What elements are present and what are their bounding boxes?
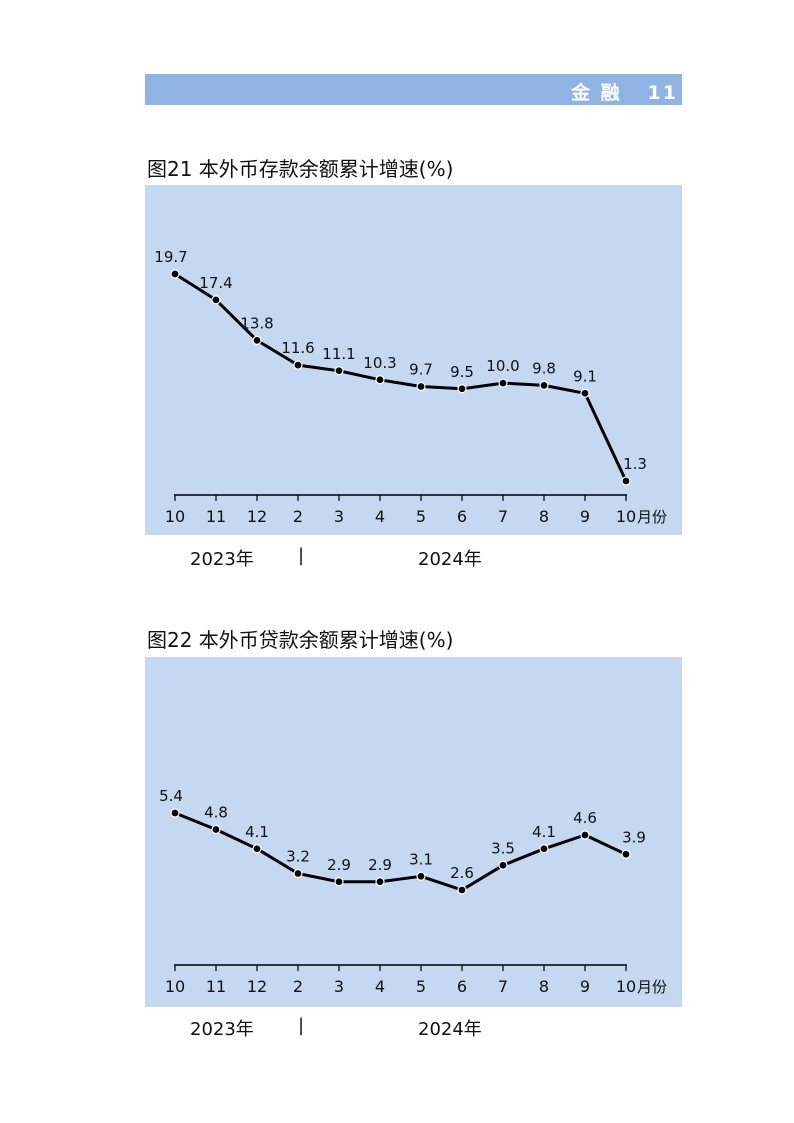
chart-2-data-label-4: 2.9 bbox=[327, 856, 351, 874]
chart-2-data-label-3: 3.2 bbox=[286, 848, 310, 866]
chart-1-year-separator: | bbox=[298, 545, 305, 566]
chart-1-x-tick-label-0: 10 bbox=[165, 507, 185, 526]
chart-1-data-point-6 bbox=[416, 381, 426, 392]
chart-1-data-label-5: 10.3 bbox=[363, 354, 396, 372]
chart-2-year-label-2024: 2024年 bbox=[418, 1019, 482, 1040]
chart-2-x-tick-label-7: 6 bbox=[457, 977, 467, 996]
chart-2-data-label-1: 4.8 bbox=[204, 804, 228, 822]
chart-1-data-label-4: 11.1 bbox=[322, 345, 355, 363]
chart-1-data-point-8 bbox=[498, 378, 508, 388]
chart-1-x-tick-label-9: 8 bbox=[539, 507, 549, 526]
chart-2-data-point-8 bbox=[498, 860, 508, 870]
chart-1-data-label-8: 10.0 bbox=[486, 357, 519, 375]
header-section-title: 金 融 11 bbox=[571, 78, 678, 105]
header-bar: 金 融 11 bbox=[145, 74, 682, 105]
chart-1-x-tick-label-3: 2 bbox=[293, 507, 303, 526]
chart-1-x-tick-label-4: 3 bbox=[334, 507, 344, 526]
chart-2-x-tick-label-5: 4 bbox=[375, 977, 385, 996]
chart-1-data-label-6: 9.7 bbox=[409, 361, 433, 379]
chart-2-data-point-7 bbox=[457, 885, 467, 895]
chart-2-x-tick-label-6: 5 bbox=[416, 977, 426, 996]
chart-1-data-label-10: 9.1 bbox=[573, 367, 597, 385]
chart-1-data-point-2 bbox=[252, 335, 262, 345]
chart-1-x-tick-label-6: 5 bbox=[416, 507, 426, 526]
chart-2-data-label-0: 5.4 bbox=[159, 787, 183, 805]
chart-2-data-label-10: 4.6 bbox=[573, 809, 597, 827]
chart-2-data-label-2: 4.1 bbox=[245, 823, 269, 841]
chart-1-data-label-9: 9.8 bbox=[532, 359, 556, 377]
chart-1-data-point-1 bbox=[211, 295, 221, 305]
chart-1-x-unit-label: 月份 bbox=[637, 508, 667, 526]
chart-2-svg: 10 11 12 2 3 4 5 6 7 8 9 10 月份5.44.84.13.2 2.9 2.9 3.12… bbox=[159, 787, 667, 996]
chart-2-series-line bbox=[174, 811, 627, 892]
chart-1-data-point-10 bbox=[580, 388, 590, 398]
chart-1-data-label-0: 19.7 bbox=[154, 248, 187, 266]
chart-2-data-point-6 bbox=[416, 871, 426, 881]
chart-1-x-tick-label-11: 10 bbox=[616, 507, 636, 526]
chart-2-data-label-5: 2.9 bbox=[368, 856, 392, 874]
chart-1-x-tick-label-2: 12 bbox=[247, 507, 267, 526]
chart-2-x-tick-label-0: 10 bbox=[165, 977, 185, 996]
chart-1-data-point-11 bbox=[621, 476, 631, 486]
header-page-number: 11 bbox=[647, 82, 678, 104]
chart-1-x-tick-label-10: 9 bbox=[580, 507, 590, 526]
chart-2-data-point-1 bbox=[211, 824, 221, 835]
chart-1-title: 图21 本外币存款余额累计增速(%) bbox=[147, 157, 454, 181]
chart-2-year-separator: | bbox=[298, 1015, 305, 1036]
chart-2-title: 图22 本外币贷款余额累计增速(%) bbox=[147, 628, 454, 652]
chart-2-x-tick-label-9: 8 bbox=[539, 977, 549, 996]
chart-1-data-point-7 bbox=[457, 384, 467, 394]
chart-2-data-label-9: 4.1 bbox=[532, 823, 556, 841]
chart-2-data-point-10 bbox=[580, 830, 590, 840]
chart-1-data-label-1: 17.4 bbox=[199, 274, 232, 292]
chart-1-data-label-7: 9.5 bbox=[450, 363, 474, 381]
chart-2-x-tick-label-4: 3 bbox=[334, 977, 344, 996]
chart-1-x-tick-label-1: 11 bbox=[206, 507, 226, 526]
header-section: 金 融 bbox=[571, 82, 622, 104]
chart-2-data-point-0 bbox=[170, 808, 180, 818]
chart-1-data-point-5 bbox=[375, 375, 385, 385]
chart-1-data-point-3 bbox=[293, 360, 303, 370]
chart-2-data-label-11: 3.9 bbox=[622, 828, 646, 846]
chart-2-data-label-8: 3.5 bbox=[491, 839, 515, 857]
chart-2-x-tick-label-2: 12 bbox=[247, 977, 267, 996]
chart-1-data-point-0 bbox=[170, 269, 180, 279]
chart-2-x-tick-label-1: 11 bbox=[206, 977, 226, 996]
chart-1-series-line bbox=[174, 272, 628, 482]
chart-1-data-label-11: 1.3 bbox=[623, 455, 647, 473]
chart-1-x-tick-label-8: 7 bbox=[498, 507, 508, 526]
chart-1-data-point-4 bbox=[334, 366, 344, 376]
chart-2-data-point-2 bbox=[252, 844, 262, 854]
chart-2-year-label-2023: 2023年 bbox=[190, 1019, 254, 1040]
chart-1-data-label-3: 11.6 bbox=[281, 339, 314, 357]
chart-2-data-point-3 bbox=[293, 868, 303, 879]
chart-2-x-tick-label-8: 7 bbox=[498, 977, 508, 996]
chart-2-data-point-11 bbox=[621, 849, 631, 859]
chart-1-data-point-9 bbox=[539, 380, 549, 390]
chart-2-panel: 10 11 12 2 3 4 5 6 7 8 9 10 月份 5.4 4.8 4.1 3.2 2.9 2.9 3.1 2… bbox=[145, 657, 682, 1007]
chart-1-data-label-2: 13.8 bbox=[240, 314, 273, 332]
chart-2-data-point-5 bbox=[375, 877, 385, 887]
chart-2-x-tick-label-11: 10 bbox=[616, 977, 636, 996]
chart-2-data-point-9 bbox=[539, 844, 549, 854]
chart-1-x-tick-label-5: 4 bbox=[375, 507, 385, 526]
chart-1-year-label-2024: 2024年 bbox=[418, 549, 482, 570]
chart-2-x-tick-label-3: 2 bbox=[293, 977, 303, 996]
chart-2-data-point-4 bbox=[334, 877, 344, 887]
chart-1-year-label-2023: 2023年 bbox=[190, 549, 254, 570]
chart-1-x-tick-label-7: 6 bbox=[457, 507, 467, 526]
chart-2-data-label-6: 3.1 bbox=[409, 850, 433, 868]
chart-2-data-label-7: 2.6 bbox=[450, 864, 474, 882]
chart-1-panel: 10 11 12 2 3 4 5 6 7 8 9 10 月份 19.7 17.4 13.8 11.6 11.1 10… bbox=[145, 185, 682, 535]
chart-2-x-unit-label: 月份 bbox=[637, 978, 667, 996]
chart-2-x-tick-label-10: 9 bbox=[580, 977, 590, 996]
